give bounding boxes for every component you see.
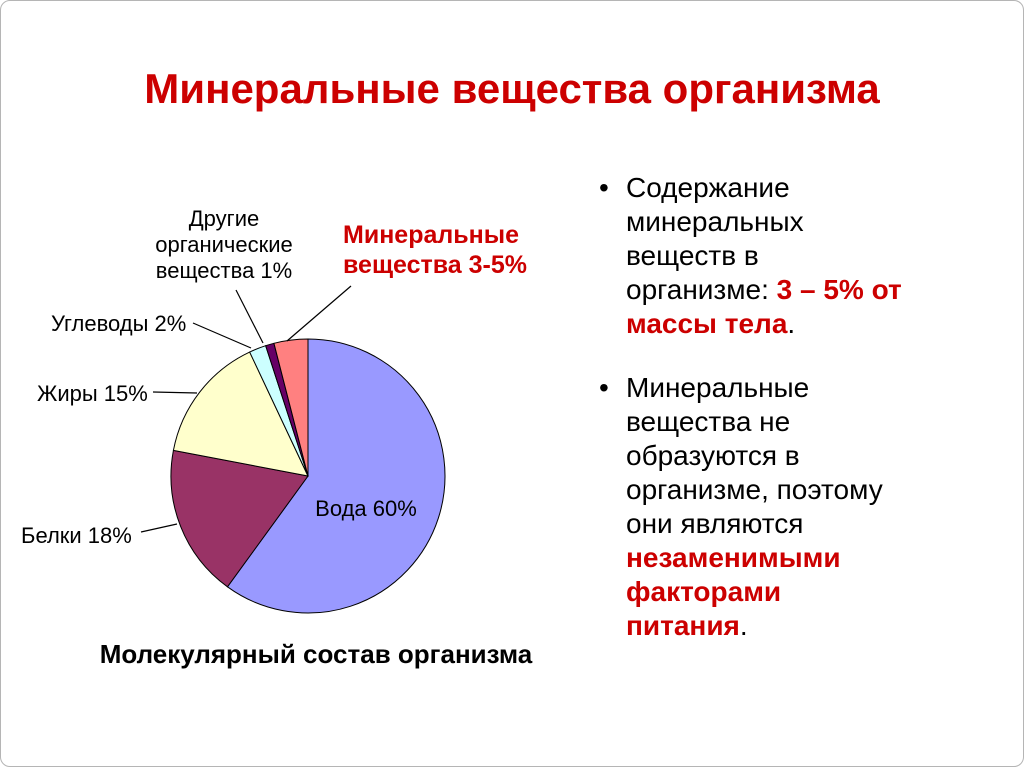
bullet-text-emphasis: 3 – 5% от массы тела bbox=[626, 274, 902, 339]
leader-line-mineral bbox=[286, 285, 352, 342]
leader-line-carbs bbox=[192, 322, 252, 349]
slide-title: Минеральные вещества организма bbox=[144, 65, 880, 112]
bullet-text: Содержание минеральных веществ в организ… bbox=[626, 172, 804, 305]
bullet-text-emphasis: незаменимыми факторами питания bbox=[626, 542, 841, 641]
leader-line-fats bbox=[152, 391, 198, 394]
chart-caption: Молекулярный состав организма bbox=[99, 639, 533, 669]
pie-label-water: Вода 60% bbox=[315, 496, 417, 521]
bullet-text: Минеральные вещества не образуются в орг… bbox=[626, 372, 883, 539]
pie-slice-water bbox=[226, 338, 446, 614]
pie-label-minerals: Минеральные вещества 3-5% bbox=[343, 221, 528, 279]
bullet-text: . bbox=[787, 308, 796, 339]
bullet-item: Содержание минеральных веществ в организ… bbox=[593, 171, 921, 341]
pie-slice-fats bbox=[172, 351, 309, 477]
pie-label-fats: Жиры 15% bbox=[37, 381, 148, 406]
pie-slice-minerals bbox=[273, 338, 309, 477]
leader-line-other bbox=[235, 289, 264, 344]
pie-label-carbohydrates: Углеводы 2% bbox=[51, 311, 187, 336]
pie-label-proteins: Белки 18% bbox=[21, 523, 132, 548]
pie-label-other-organic: Другие органические вещества 1% bbox=[155, 206, 293, 283]
bullet-item: Минеральные вещества не образуются в орг… bbox=[593, 371, 921, 643]
bullet-text: . bbox=[739, 610, 748, 641]
bullet-list: Содержание минеральных веществ в организ… bbox=[593, 171, 921, 673]
leader-line-proteins bbox=[140, 523, 178, 533]
pie-slices bbox=[170, 338, 446, 614]
pie-slice-proteins bbox=[170, 449, 309, 588]
pie-slice-carbohydrates bbox=[249, 345, 309, 477]
pie-slice-other-organic bbox=[265, 342, 309, 477]
